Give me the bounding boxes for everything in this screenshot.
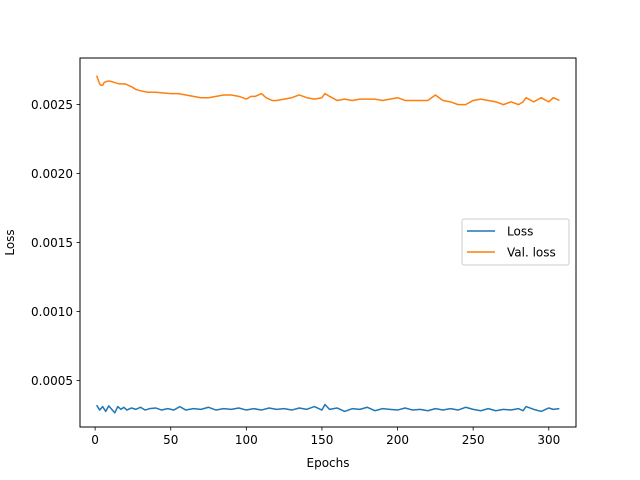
x-tick-label: 100: [235, 433, 258, 447]
x-axis-label: Epochs: [307, 456, 350, 470]
y-tick-label: 0.0020: [31, 167, 73, 181]
x-tick-label: 150: [310, 433, 333, 447]
y-tick-label: 0.0010: [31, 305, 73, 319]
x-tick-label: 300: [537, 433, 560, 447]
y-axis-ticks: 0.0005 0.0010 0.0015 0.0020 0.0025: [31, 98, 80, 388]
plot-lines: [95, 75, 560, 414]
y-tick-label: 0.0015: [31, 236, 73, 250]
y-tick-label: 0.0005: [31, 374, 73, 388]
series-line-loss: [95, 403, 560, 414]
y-tick-label: 0.0025: [31, 98, 73, 112]
x-tick-label: 250: [462, 433, 485, 447]
legend-label-val-loss: Val. loss: [507, 246, 556, 260]
x-tick-label: 50: [163, 433, 178, 447]
legend-label-loss: Loss: [507, 225, 533, 239]
legend: Loss Val. loss: [461, 218, 570, 266]
x-tick-label: 200: [386, 433, 409, 447]
x-tick-label: 0: [91, 433, 99, 447]
series-line-val-loss: [95, 75, 560, 106]
y-axis-label: Loss: [3, 229, 17, 255]
x-axis-ticks: 0 50 100 150 200 250 300: [91, 427, 560, 447]
